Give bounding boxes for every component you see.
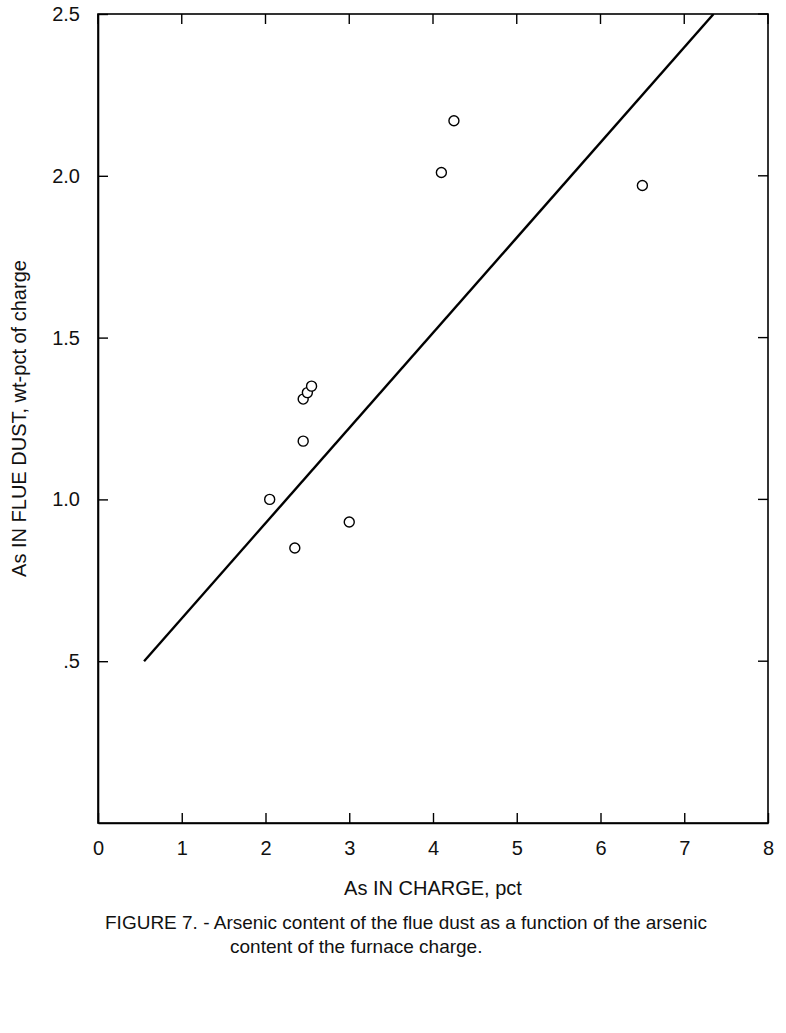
x-axis: 0 1 2 3 4 5 6 7 8 (93, 813, 774, 859)
data-point (449, 116, 459, 126)
tick-mark (767, 14, 768, 24)
tick-label: 0 (93, 837, 104, 859)
tick-mark (97, 14, 98, 24)
data-point (637, 181, 647, 191)
tick: 2.0 (52, 165, 108, 187)
data-point (344, 517, 354, 527)
tick-label: 1.5 (52, 327, 80, 349)
tick-mark (600, 14, 601, 24)
plot-frame (98, 14, 768, 823)
caption: FIGURE 7. - Arsenic content of the flue … (105, 912, 707, 957)
tick-label: 7 (679, 837, 690, 859)
tick-mark (600, 813, 601, 823)
tick-mark (684, 14, 685, 24)
data-point (436, 168, 446, 178)
tick: .5 (63, 650, 108, 672)
tick-label: 1 (177, 837, 188, 859)
tick-mark (684, 813, 685, 823)
tick-mark (768, 813, 769, 823)
tick-mark (758, 337, 768, 338)
tick: 2.5 (52, 3, 108, 25)
axis-line (98, 15, 100, 824)
tick: 5 (512, 813, 523, 859)
x-axis-title: As IN CHARGE, pct (344, 877, 522, 899)
tick-mark (517, 813, 518, 823)
fit-line (144, 14, 714, 661)
y-axis: .5 1.0 1.5 2.0 2.5 (52, 3, 108, 824)
tick-label: 8 (763, 837, 774, 859)
data-point (290, 543, 300, 553)
tick-mark (758, 13, 768, 14)
tick: 7 (679, 813, 690, 859)
data-point (298, 436, 308, 446)
tick-mark (98, 14, 108, 15)
tick-mark (265, 14, 266, 24)
data-point (265, 494, 275, 504)
tick-mark (433, 813, 434, 823)
tick-label: 3 (344, 837, 355, 859)
tick-mark (181, 14, 182, 24)
tick-mark (349, 14, 350, 24)
data-point (307, 381, 317, 391)
tick-mark (98, 661, 108, 662)
tick: 1 (177, 813, 188, 859)
tick-label: 2.0 (52, 165, 80, 187)
tick: 6 (595, 813, 606, 859)
tick: 1.5 (52, 327, 108, 349)
tick-mark (182, 813, 183, 823)
tick-mark (349, 813, 350, 823)
tick: 3 (344, 813, 355, 859)
tick-mark (758, 661, 768, 662)
tick-label: 4 (428, 837, 439, 859)
tick: 8 (763, 813, 774, 859)
tick-mark (98, 176, 108, 177)
tick-label: 6 (595, 837, 606, 859)
tick-label: 2.5 (52, 3, 80, 25)
chart: 0 1 2 3 4 5 6 7 8 .5 1.0 1.5 2.0 2.5 As IN CHARGE, pct… (0, 0, 786, 1033)
tick-mark (432, 14, 433, 24)
tick-mark (265, 813, 266, 823)
tick-label: 1.0 (52, 488, 80, 510)
tick-mark (516, 14, 517, 24)
marks (144, 14, 714, 661)
tick-mark (758, 499, 768, 500)
tick-label: .5 (63, 650, 80, 672)
tick-mark (758, 175, 768, 176)
tick: 2 (260, 813, 271, 859)
tick-mark (98, 499, 108, 500)
tick-label: 5 (512, 837, 523, 859)
plot-area: 0 1 2 3 4 5 6 7 8 .5 1.0 1.5 2.0 2.5 (52, 3, 774, 859)
tick-label: 2 (260, 837, 271, 859)
tick: 4 (428, 813, 439, 859)
tick: 1.0 (52, 488, 108, 510)
y-axis-title: As IN FLUE DUST, wt-pct of charge (8, 260, 30, 577)
tick-mark (98, 337, 108, 338)
